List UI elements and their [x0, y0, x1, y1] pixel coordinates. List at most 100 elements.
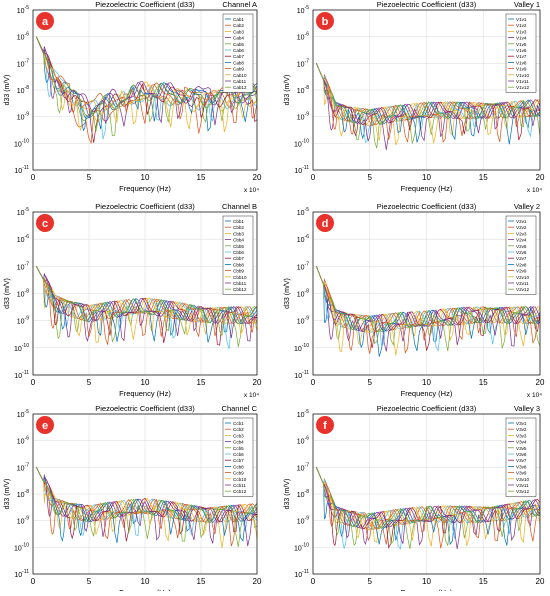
y-tick-label: 10-11 [294, 569, 309, 579]
x-tick-label: 10 [422, 378, 431, 387]
legend-label: Cab5 [233, 42, 244, 47]
y-tick-label: 10-8 [297, 289, 309, 299]
x-multiplier-label: x 10⁴ [244, 187, 259, 194]
legend-label: Cab12 [233, 85, 247, 90]
x-axis-label: Frequency (Hz) [401, 184, 453, 193]
x-tick-label: 10 [422, 173, 431, 182]
series-line-Cbb7 [36, 266, 257, 346]
y-axis-label: d33 (m/V) [4, 75, 11, 106]
axes-box [32, 9, 258, 171]
series-line-Ccb11 [36, 467, 257, 547]
legend-label: V2v1 [516, 219, 527, 224]
legend-label: V3v6 [516, 452, 527, 457]
series-line-Cbb5 [36, 266, 257, 348]
legend-label: Ccb1 [233, 421, 244, 426]
legend-label: Cbb4 [233, 238, 244, 243]
y-axis-label: d33 (m/V) [284, 75, 291, 106]
legend-label: V3v11 [516, 483, 529, 488]
x-axis-label: Frequency (Hz) [401, 389, 453, 398]
legend-label: Cbb3 [233, 231, 244, 236]
x-tick-label: 0 [31, 173, 36, 182]
x-tick-label: 0 [31, 378, 36, 387]
y-tick-label: 10-5 [17, 409, 29, 419]
panel-annotation: Valley 2 [514, 202, 540, 211]
y-tick-label: 10-6 [17, 32, 29, 42]
legend-label: Cbb1 [233, 219, 244, 224]
panel-badge-letter: a [42, 16, 49, 28]
legend-box [505, 13, 537, 93]
panel-title: Piezoelectric Coefficient (d33) [95, 404, 195, 413]
panel-badge-letter: d [322, 218, 329, 230]
legend-label: Cbb2 [233, 225, 244, 230]
y-tick-label: 10-10 [14, 138, 29, 148]
legend-label: V2v6 [516, 250, 527, 255]
legend-label: V1v2 [516, 23, 527, 28]
x-tick-label: 0 [311, 173, 316, 182]
x-tick-label: 10 [422, 577, 431, 586]
legend-label: V3v10 [516, 477, 529, 482]
legend-label: Ccb9 [233, 471, 244, 476]
y-tick-label: 10-5 [297, 409, 309, 419]
panel-annotation: Channel B [222, 202, 257, 211]
y-tick-label: 10-7 [297, 261, 309, 271]
y-tick-label: 10-6 [297, 32, 309, 42]
panel-badge [316, 12, 334, 30]
y-tick-label: 10-11 [14, 370, 29, 380]
panel-f: 0510152010-510-610-710-810-910-1010-11Fr… [284, 404, 545, 596]
axes-box [32, 413, 258, 575]
legend-label: V1v8 [516, 60, 527, 65]
series-line-V1v10 [316, 63, 540, 144]
x-tick-label: 15 [197, 173, 206, 182]
x-tick-label: 10 [141, 173, 150, 182]
legend-label: V3v12 [516, 489, 529, 494]
y-tick-label: 10-10 [14, 343, 29, 353]
panel-c: 0 5 10 15 20 10-5 10-6 10-7 10-8 10-9 10-10 10-11 Fr… [4, 202, 262, 399]
legend-label: V1v9 [516, 67, 527, 72]
legend-label: V2v9 [516, 269, 527, 274]
legend-label: Ccb8 [233, 464, 244, 469]
panel-badge [36, 214, 54, 232]
y-tick-label: 10-10 [294, 343, 309, 353]
series-line-Ccb12 [36, 467, 257, 548]
series-line-V3v12 [316, 467, 540, 546]
legend-label: Ccb4 [233, 440, 244, 445]
x-multiplier-label: x 10⁴ [527, 392, 542, 399]
legend-label: V2v5 [516, 244, 527, 249]
legend-label: V2v7 [516, 256, 527, 261]
legend-label: V2v12 [516, 287, 529, 292]
y-tick-label: 10-7 [17, 261, 29, 271]
legend-box [505, 215, 537, 295]
y-tick-label: 10-6 [297, 234, 309, 244]
series-line-V2v12 [316, 266, 540, 347]
y-tick-label: 10-6 [17, 234, 29, 244]
panel-a: 0 5 10 15 20 10-5 10-6 10-7 10-8 10-9 10-10 10-11 Fr… [4, 0, 262, 194]
x-axis-label: Frequency (Hz) [119, 389, 171, 398]
x-tick-label: 10 [141, 577, 150, 586]
legend-label: V2v4 [516, 238, 527, 243]
x-tick-label: 10 [141, 378, 150, 387]
legend-label: V1v6 [516, 48, 527, 53]
y-tick-label: 10-10 [294, 138, 309, 148]
y-axis-label: d33 (m/V) [284, 479, 291, 510]
legend-label: Cab3 [233, 29, 244, 34]
panel-title: Piezoelectric Coefficient (d33) [95, 0, 195, 9]
y-tick-label: 10-8 [17, 489, 29, 499]
legend-label: V2v2 [516, 225, 527, 230]
panel-annotation: Channel C [222, 404, 258, 413]
panel-title: Piezoelectric Coefficient (d33) [95, 202, 195, 211]
panel-badge-letter: b [322, 16, 329, 28]
panel-title: Piezoelectric Coefficient (d33) [377, 404, 477, 413]
legend-label: Cab8 [233, 60, 244, 65]
axes-box [312, 211, 541, 376]
legend-label: Ccb3 [233, 433, 244, 438]
y-axis-label: d33 (m/V) [4, 278, 11, 309]
legend-label: Cbb11 [233, 281, 247, 286]
series-line-V1v9 [316, 63, 540, 144]
legend-label: V3v9 [516, 471, 527, 476]
series-line-V1v3 [316, 63, 540, 146]
series-line-Cbb11 [36, 266, 257, 342]
y-tick-label: 10-6 [297, 436, 309, 446]
legend-label: Cbb5 [233, 244, 244, 249]
series-line-Cab6 [36, 36, 257, 140]
